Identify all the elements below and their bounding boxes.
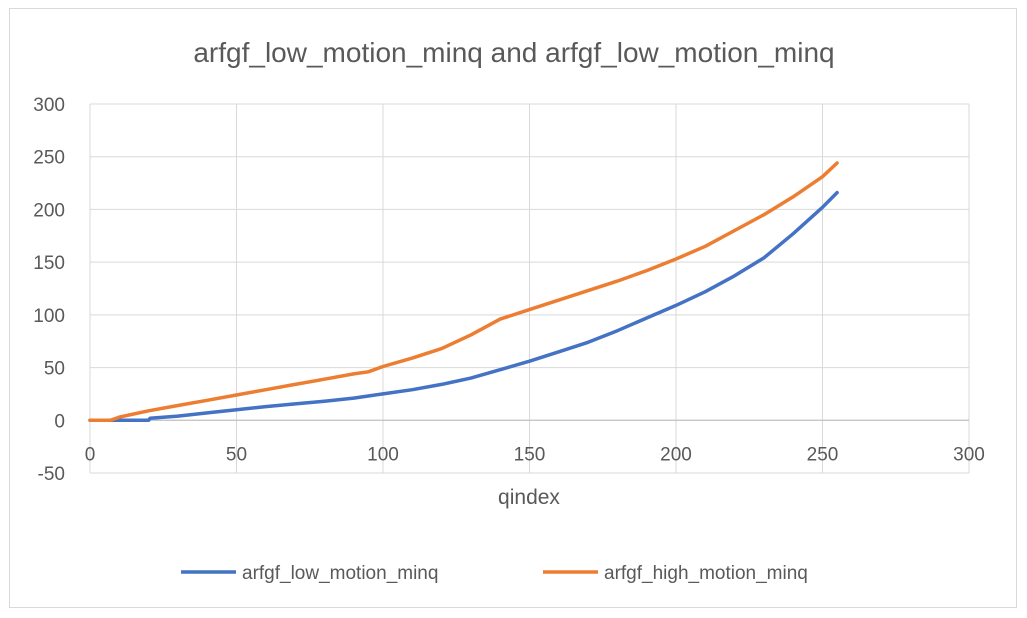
- series-line-arfgf-high-motion-minq: [88, 161, 839, 423]
- y-tick-label: 250: [33, 148, 65, 169]
- chart-title: arfgf_low_motion_minq and arfgf_low_moti…: [193, 37, 834, 68]
- chart-area: [9, 8, 1017, 608]
- x-tick-label: 0: [85, 444, 96, 465]
- series-line-arfgf-low-motion-minq: [88, 190, 839, 423]
- legend-label: arfgf_low_motion_minq: [242, 563, 438, 584]
- axes: -50 0 50 100 150 200 250 300 0 50 100 150 200 250 300: [33, 95, 985, 485]
- x-axis-label: qindex: [498, 486, 560, 509]
- x-tick-label: 300: [953, 444, 985, 465]
- x-tick-label: 250: [807, 444, 839, 465]
- x-tick-label: 100: [367, 444, 399, 465]
- y-tick-label: 100: [33, 306, 65, 327]
- y-tick-label: 0: [54, 411, 65, 432]
- y-tick-label: 200: [33, 200, 65, 221]
- legend-label: arfgf_high_motion_minq: [604, 563, 808, 584]
- y-tick-label: 150: [33, 253, 65, 274]
- x-tick-label: 200: [660, 444, 692, 465]
- x-tick-label: 50: [226, 444, 247, 465]
- legend: arfgf_low_motion_minq arfgf_high_motion_m…: [181, 563, 808, 584]
- gridlines: [89, 103, 970, 474]
- series-lines: [88, 161, 839, 423]
- y-tick-label: 50: [44, 359, 65, 380]
- y-tick-label: 300: [33, 95, 65, 116]
- x-tick-label: 150: [514, 444, 546, 465]
- y-tick-label: -50: [38, 464, 65, 485]
